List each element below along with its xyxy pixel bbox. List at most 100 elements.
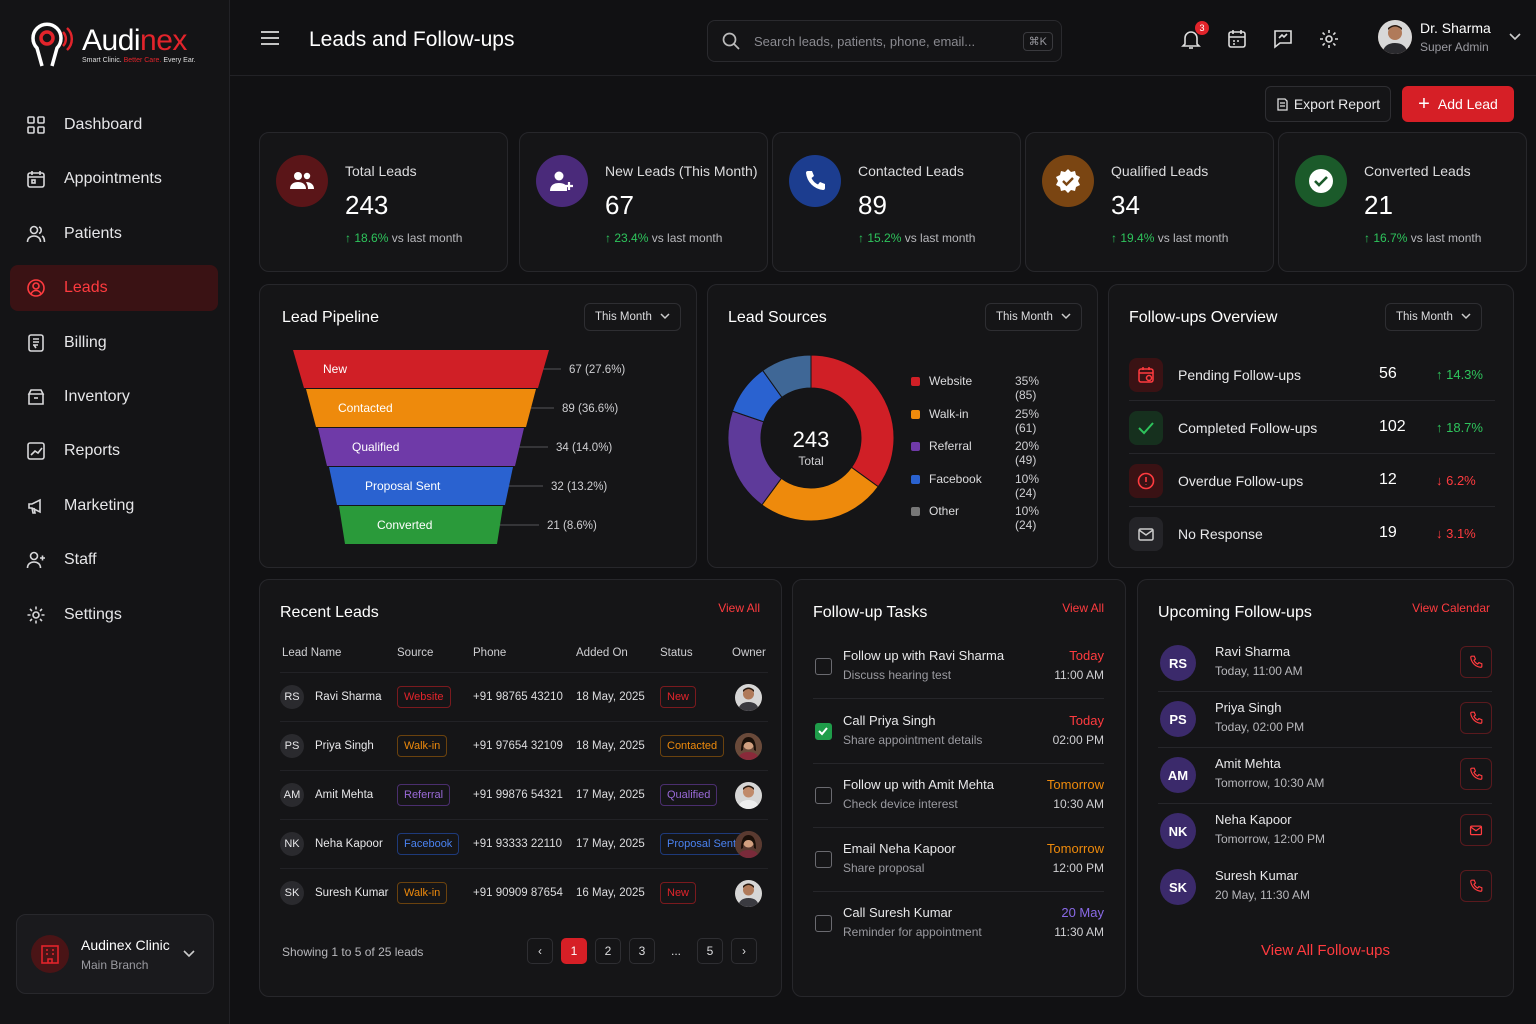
settings-button[interactable] [1318,28,1340,50]
page-button[interactable]: 2 [595,938,621,964]
sidebar-item-appointments[interactable]: Appointments [10,156,218,202]
followup-trend: ↓ 3.1% [1436,526,1476,541]
task-day: Today [1069,713,1104,728]
task-title: Follow up with Ravi Sharma [843,648,1005,663]
funnel-stage-label: Qualified [352,440,399,454]
upcoming-time: Today, 02:00 PM [1215,720,1305,734]
task-checkbox[interactable] [815,915,832,932]
sources-period-select[interactable]: This Month [985,303,1082,331]
followup-stat-row[interactable]: Completed Follow-ups 102 ↑ 18.7% [1129,401,1495,454]
column-header[interactable]: Phone [473,647,507,659]
followup-stat-row[interactable]: No Response 19 ↓ 3.1% [1129,507,1495,560]
clinic-switcher[interactable]: Audinex Clinic Main Branch [16,914,214,994]
funnel-stage[interactable] [293,350,549,388]
call-button[interactable] [1460,646,1492,678]
kpi-trend: ↑ 18.6% vs last month [345,231,463,245]
table-row[interactable]: PS Priya Singh Walk-in +91 97654 32109 1… [280,721,768,770]
messages-button[interactable] [1272,28,1294,50]
sidebar-item-settings[interactable]: Settings [10,592,218,638]
upcoming-item[interactable]: NK Neha Kapoor Tomorrow, 12:00 PM [1158,804,1492,860]
column-header[interactable]: Status [660,647,693,659]
view-all-followups-link[interactable]: View All Follow-ups [1261,942,1390,959]
kpi-card-contacted-leads[interactable]: Contacted Leads 89 ↑ 15.2% vs last month [772,132,1021,272]
search-bar[interactable]: ⌘K [707,20,1062,62]
funnel-stage[interactable] [339,506,503,544]
column-header[interactable]: Added On [576,647,628,659]
menu-icon[interactable] [260,30,280,46]
upcoming-item[interactable]: RS Ravi Sharma Today, 11:00 AM [1158,636,1492,692]
notifications-button[interactable]: 3 [1180,21,1209,50]
kpi-card-converted-leads[interactable]: Converted Leads 21 ↑ 16.7% vs last month [1278,132,1527,272]
table-row[interactable]: AM Amit Mehta Referral +91 99876 54321 1… [280,770,768,819]
search-input[interactable] [754,33,1014,49]
table-row[interactable]: NK Neha Kapoor Facebook +91 93333 22110 … [280,819,768,868]
status-badge: New [660,686,697,708]
upcoming-name: Neha Kapoor [1215,812,1292,827]
upcoming-avatar: NK [1160,813,1196,849]
upcoming-name: Priya Singh [1215,700,1282,715]
kpi-card-qualified-leads[interactable]: Qualified Leads 34 ↑ 19.4% vs last month [1025,132,1274,272]
brand-logo[interactable]: Audinex Smart Clinic. Better Care. Every… [22,18,196,72]
page-button[interactable]: 3 [629,938,655,964]
next-page-button[interactable]: › [731,938,757,964]
column-header[interactable]: Source [397,647,434,659]
view-all-tasks-link[interactable]: View All [1062,601,1104,615]
upcoming-item[interactable]: SK Suresh Kumar 20 May, 11:30 AM [1158,860,1492,916]
task-item[interactable]: Follow up with Amit Mehta Check device i… [813,764,1104,828]
chevron-down-icon [183,950,195,958]
calendar-button[interactable] [1226,28,1248,50]
task-checkbox[interactable] [815,851,832,868]
prev-page-button[interactable]: ‹ [527,938,553,964]
column-header[interactable]: Owner [732,647,766,659]
owner-avatar [735,782,762,809]
task-checkbox[interactable] [815,723,832,740]
kpi-card-total-leads[interactable]: Total Leads 243 ↑ 18.6% vs last month [259,132,508,272]
upcoming-item[interactable]: PS Priya Singh Today, 02:00 PM [1158,692,1492,748]
call-button[interactable] [1460,702,1492,734]
funnel-stage[interactable] [329,467,513,505]
call-button[interactable] [1460,758,1492,790]
column-header[interactable]: Lead Name [282,647,342,659]
sidebar-item-reports[interactable]: Reports [10,428,218,474]
table-row[interactable]: RS Ravi Sharma Website +91 98765 43210 1… [280,672,768,721]
view-all-leads-link[interactable]: View All [718,601,760,615]
sidebar-item-marketing[interactable]: Marketing [10,483,218,529]
sidebar-item-dashboard[interactable]: Dashboard [10,102,218,148]
task-item[interactable]: Call Priya Singh Share appointment detai… [813,700,1104,764]
followup-stat-row[interactable]: Overdue Follow-ups 12 ↓ 6.2% [1129,454,1495,507]
export-report-button[interactable]: Export Report [1265,86,1391,122]
lead-name: Priya Singh [315,740,374,752]
kpi-trend: ↑ 16.7% vs last month [1364,231,1482,245]
sidebar-item-inventory[interactable]: Inventory [10,374,218,420]
email-button[interactable] [1460,814,1492,846]
calendar-icon [27,171,45,189]
lead-phone: +91 99876 54321 [473,789,563,801]
table-row[interactable]: SK Suresh Kumar Walk-in +91 90909 87654 … [280,868,768,917]
page-button[interactable]: 5 [697,938,723,964]
task-time: 10:30 AM [1053,797,1104,811]
task-checkbox[interactable] [815,658,832,675]
user-menu[interactable]: Dr. Sharma Super Admin [1378,20,1521,54]
call-button[interactable] [1460,870,1492,902]
check-icon [818,727,828,736]
sidebar-item-billing[interactable]: Billing [10,320,218,366]
sidebar-item-patients[interactable]: Patients [10,211,218,257]
kpi-card-new-leads[interactable]: New Leads (This Month) 67 ↑ 23.4% vs las… [519,132,768,272]
sidebar-item-leads[interactable]: Leads [10,265,218,312]
followups-period-select[interactable]: This Month [1385,303,1482,331]
view-calendar-link[interactable]: View Calendar [1412,601,1490,615]
task-item[interactable]: Call Suresh Kumar Reminder for appointme… [813,892,1104,956]
page-button[interactable]: 1 [561,938,587,964]
add-lead-button[interactable]: + Add Lead [1402,86,1514,122]
task-item[interactable]: Follow up with Ravi Sharma Discuss heari… [813,635,1104,699]
task-checkbox[interactable] [815,787,832,804]
sidebar-item-staff[interactable]: Staff [10,537,218,583]
receipt-icon [28,333,44,352]
funnel-stage[interactable] [318,428,524,466]
pipeline-period-select[interactable]: This Month [584,303,681,331]
funnel-stage[interactable] [306,389,536,427]
followup-stat-row[interactable]: Pending Follow-ups 56 ↑ 14.3% [1129,348,1495,401]
task-item[interactable]: Email Neha Kapoor Share proposal Tomorro… [813,828,1104,892]
lead-date: 17 May, 2025 [576,789,645,801]
upcoming-item[interactable]: AM Amit Mehta Tomorrow, 10:30 AM [1158,748,1492,804]
